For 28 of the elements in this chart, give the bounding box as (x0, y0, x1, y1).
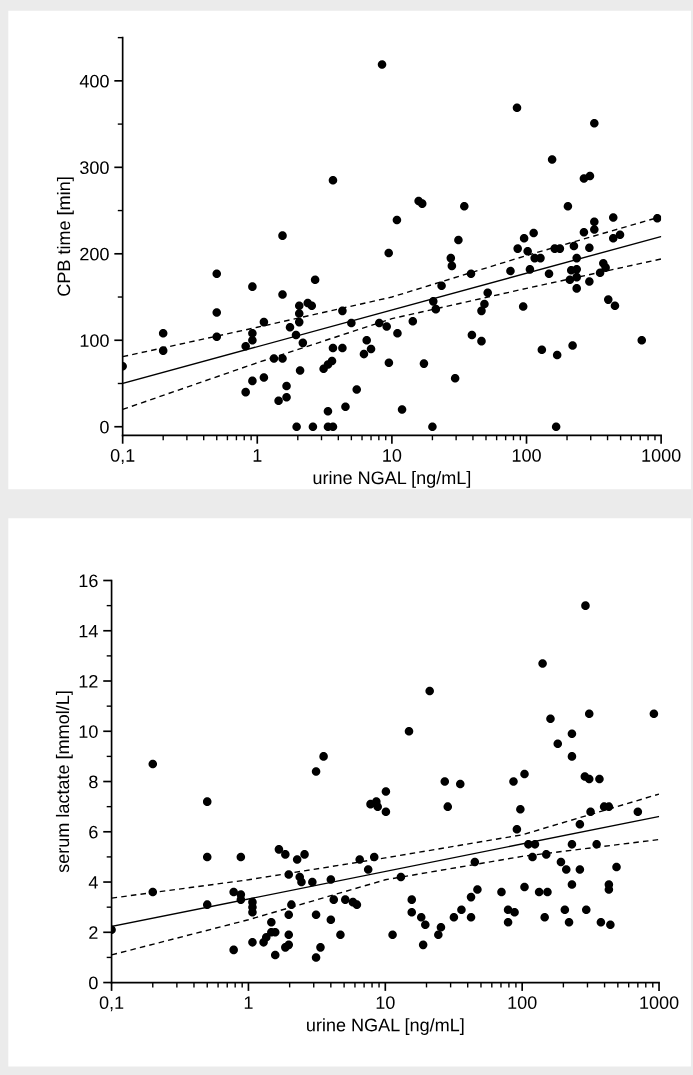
x-tick-label: 10 (376, 996, 395, 1010)
y-axis-title: serum lactate [mmol/L] (55, 691, 73, 873)
y-tick-label: 10 (79, 725, 98, 738)
y-tick-label: 8 (89, 775, 98, 789)
y-tick-label: 4 (88, 876, 98, 889)
x-axis-title: urine NGAL [ng/mL] (313, 470, 471, 488)
x-tick-label: 0,1 (110, 449, 135, 464)
y-tick-label: 400 (79, 74, 109, 88)
y-tick-label: 14 (79, 624, 98, 638)
x-tick-label: 1 (253, 449, 262, 462)
x-tick-label: 100 (512, 449, 541, 462)
x-tick-label: 100 (508, 996, 537, 1010)
y-tick-label: 0 (89, 976, 98, 990)
x-tick-label: 1 (244, 996, 253, 1009)
y-tick-label: 12 (79, 674, 98, 688)
y-tick-label: 16 (79, 574, 98, 588)
x-tick-label: 10 (383, 449, 402, 462)
x-axis-title: urine NGAL [ng/mL] (307, 1018, 464, 1035)
x-tick-label: 1000 (642, 449, 681, 462)
x-tick-label: 1000 (640, 996, 679, 1010)
x-tick-label: 0,1 (99, 996, 124, 1012)
y-tick-label: 100 (80, 334, 109, 347)
y-tick-label: 200 (80, 247, 109, 261)
y-tick-label: 0 (100, 420, 109, 434)
y-tick-label: 2 (89, 926, 98, 939)
y-tick-label: 6 (89, 825, 98, 839)
y-axis-title: CPB time [min] (56, 177, 74, 296)
y-tick-label: 300 (80, 161, 109, 175)
